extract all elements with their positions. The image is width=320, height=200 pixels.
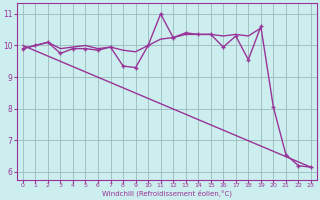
X-axis label: Windchill (Refroidissement éolien,°C): Windchill (Refroidissement éolien,°C) [102, 190, 232, 197]
